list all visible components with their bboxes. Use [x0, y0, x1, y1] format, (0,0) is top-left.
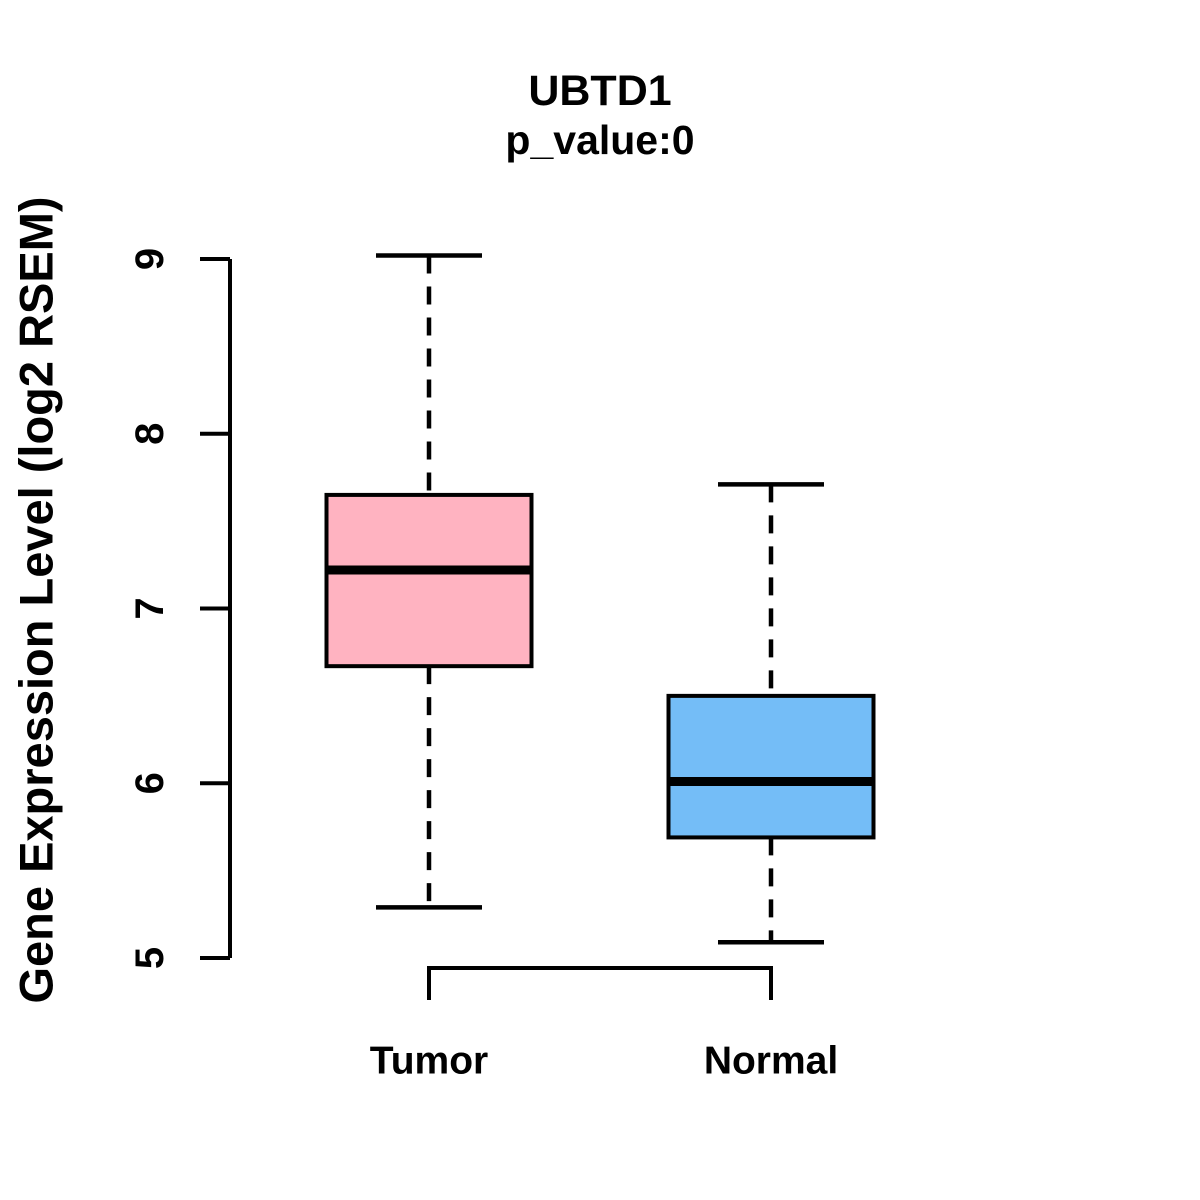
- y-tick-label: 6: [128, 772, 172, 794]
- iqr-box: [666, 693, 876, 840]
- y-tick-label: 8: [128, 423, 172, 445]
- x-axis-label-normal: Normal: [703, 1039, 839, 1083]
- y-tick-label: 7: [128, 597, 172, 619]
- y-tick-label: 9: [128, 248, 172, 270]
- x-axis-label-tumor: Tumor: [369, 1039, 489, 1083]
- y-tick-label: 5: [128, 947, 172, 969]
- y-axis: 5 6 7 8 9: [128, 248, 232, 969]
- chart-title: UBTD1: [528, 67, 672, 115]
- iqr-box: [324, 492, 534, 669]
- chart-subtitle: p_value:0: [505, 117, 695, 163]
- boxplot-normal: [666, 482, 876, 945]
- boxplot-tumor: [324, 253, 534, 910]
- x-axis-bracket: [427, 966, 773, 1000]
